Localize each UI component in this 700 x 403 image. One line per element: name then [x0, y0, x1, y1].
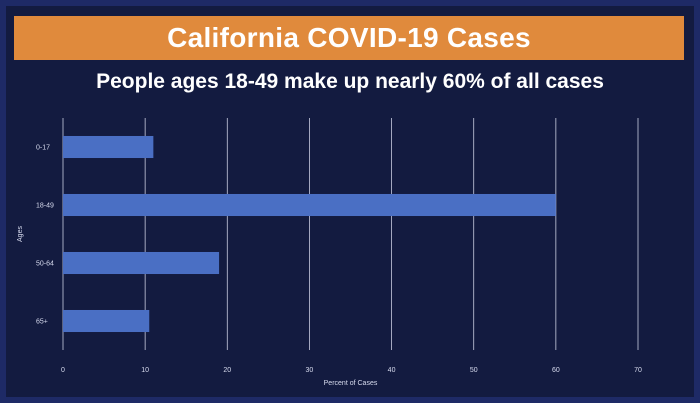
x-tick-labels: 0 10 20 30 40 50 60 70	[61, 367, 642, 374]
x-tick-label: 30	[306, 367, 314, 374]
bar-0-17	[63, 135, 154, 159]
chart-title: California COVID-19 Cases	[167, 22, 531, 53]
x-tick-label: 40	[388, 367, 396, 374]
x-tick-label: 70	[634, 367, 642, 374]
bar-50-64	[63, 251, 220, 275]
y-tick-label: 0-17	[36, 145, 50, 152]
y-axis-label: Ages	[17, 226, 24, 242]
bar-18-49	[63, 193, 556, 217]
y-tick-labels: 0-17 18-49 50-64 65+	[36, 145, 54, 326]
y-tick-label: 50-64	[36, 261, 54, 268]
x-tick-label: 20	[223, 367, 231, 374]
bar-65+	[63, 309, 150, 333]
title-banner: California COVID-19 Cases	[14, 16, 684, 60]
x-tick-label: 0	[61, 367, 65, 374]
chart-subtitle: People ages 18-49 make up nearly 60% of …	[96, 70, 604, 93]
y-tick-label: 65+	[36, 319, 48, 326]
bars	[63, 135, 556, 333]
y-tick-label: 18-49	[36, 203, 54, 210]
x-tick-label: 60	[552, 367, 560, 374]
x-tick-label: 10	[141, 367, 149, 374]
x-tick-label: 50	[470, 367, 478, 374]
x-axis-label: Percent of Cases	[324, 380, 378, 387]
